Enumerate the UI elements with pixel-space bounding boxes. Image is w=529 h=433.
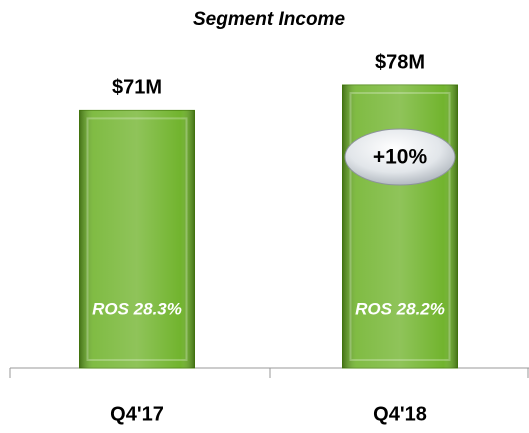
value-label: $78M <box>375 51 425 73</box>
bar-bevel <box>349 92 451 361</box>
x-tick-label: Q4'18 <box>373 403 427 425</box>
ros-label: ROS 28.3% <box>92 299 182 318</box>
chart-title: Segment Income <box>193 9 345 30</box>
x-tick-label: Q4'17 <box>110 403 164 425</box>
value-label: $71M <box>112 77 162 99</box>
bar-bevel <box>86 117 188 362</box>
annotation: +10% <box>373 146 428 169</box>
bar-shade <box>342 85 458 368</box>
ros-label: ROS 28.2% <box>355 299 445 318</box>
annotation-bubble <box>344 128 456 186</box>
bar-shade <box>79 110 195 369</box>
